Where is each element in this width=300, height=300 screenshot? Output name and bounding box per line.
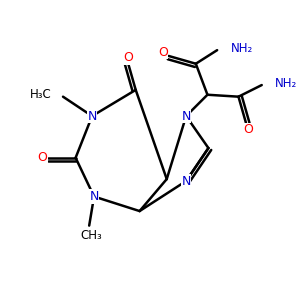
Text: O: O [38,151,48,164]
Text: H₃C: H₃C [30,88,51,101]
Text: NH₂: NH₂ [231,42,253,55]
Text: CH₃: CH₃ [80,229,102,242]
Text: N: N [89,190,99,203]
Text: N: N [182,110,191,123]
Text: N: N [87,110,97,123]
Text: O: O [243,123,253,136]
Text: O: O [158,46,168,59]
Text: O: O [123,51,133,64]
Text: N: N [182,175,191,188]
Text: NH₂: NH₂ [275,76,298,90]
